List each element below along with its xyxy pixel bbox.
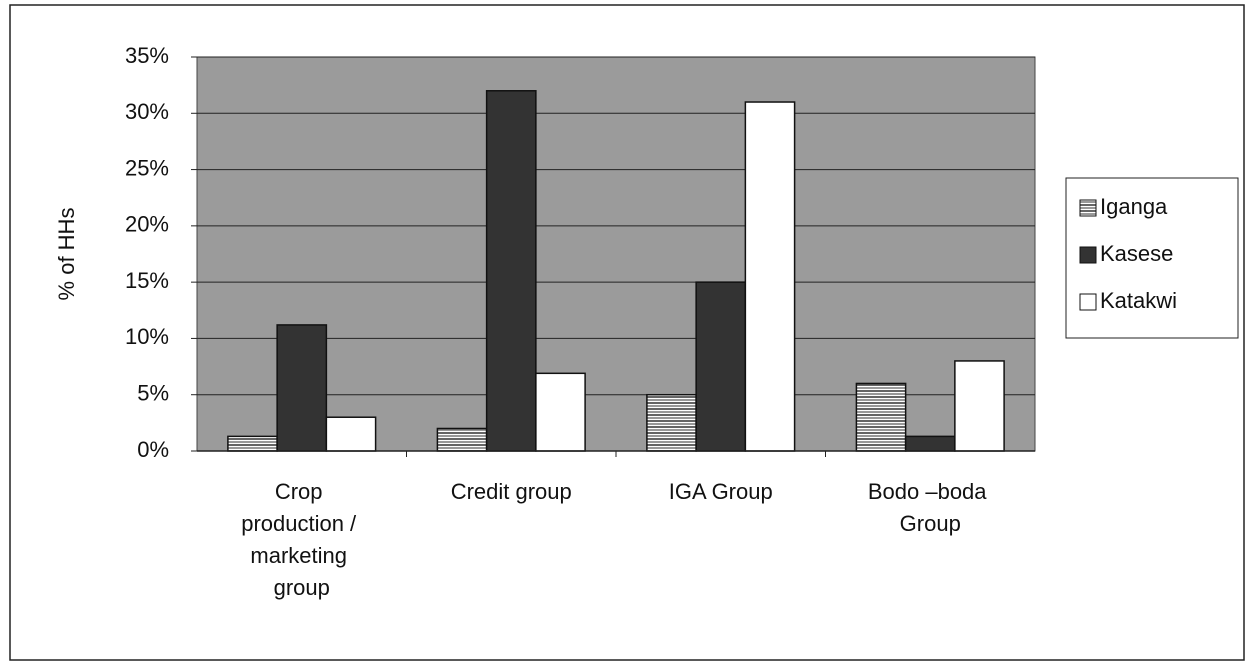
y-axis-label: % of HHs — [54, 208, 79, 301]
bar — [325, 416, 377, 452]
bar — [646, 393, 697, 452]
x-tick-label: IGA Group — [669, 479, 773, 504]
bar — [744, 101, 796, 452]
legend-swatch — [1079, 199, 1097, 217]
bar — [485, 90, 537, 452]
legend-swatch — [1079, 246, 1097, 264]
legend-label: Kasese — [1100, 241, 1173, 266]
y-tick-label: 5% — [137, 381, 169, 406]
y-tick-label: 35% — [125, 43, 169, 68]
x-tick-label: Crop production / marketing group — [241, 479, 362, 600]
bar — [227, 435, 278, 452]
legend-label: Katakwi — [1100, 288, 1177, 313]
y-tick-label: 30% — [125, 99, 169, 124]
bar — [436, 427, 488, 452]
legend-label: Iganga — [1100, 194, 1168, 219]
y-tick-label: 25% — [125, 155, 169, 180]
y-tick-label: 20% — [125, 212, 169, 237]
x-tick-label: Bodo –boda Group — [868, 479, 993, 536]
bar — [695, 281, 747, 452]
y-tick-label: 10% — [125, 324, 169, 349]
y-tick-label: 15% — [125, 268, 169, 293]
x-tick-label: Credit group — [451, 479, 572, 504]
bar — [855, 382, 907, 452]
bar — [904, 435, 956, 452]
bar — [535, 372, 586, 452]
bar — [954, 360, 1005, 452]
legend-swatch — [1079, 293, 1097, 311]
bar — [276, 324, 328, 452]
y-tick-label: 0% — [137, 437, 169, 462]
